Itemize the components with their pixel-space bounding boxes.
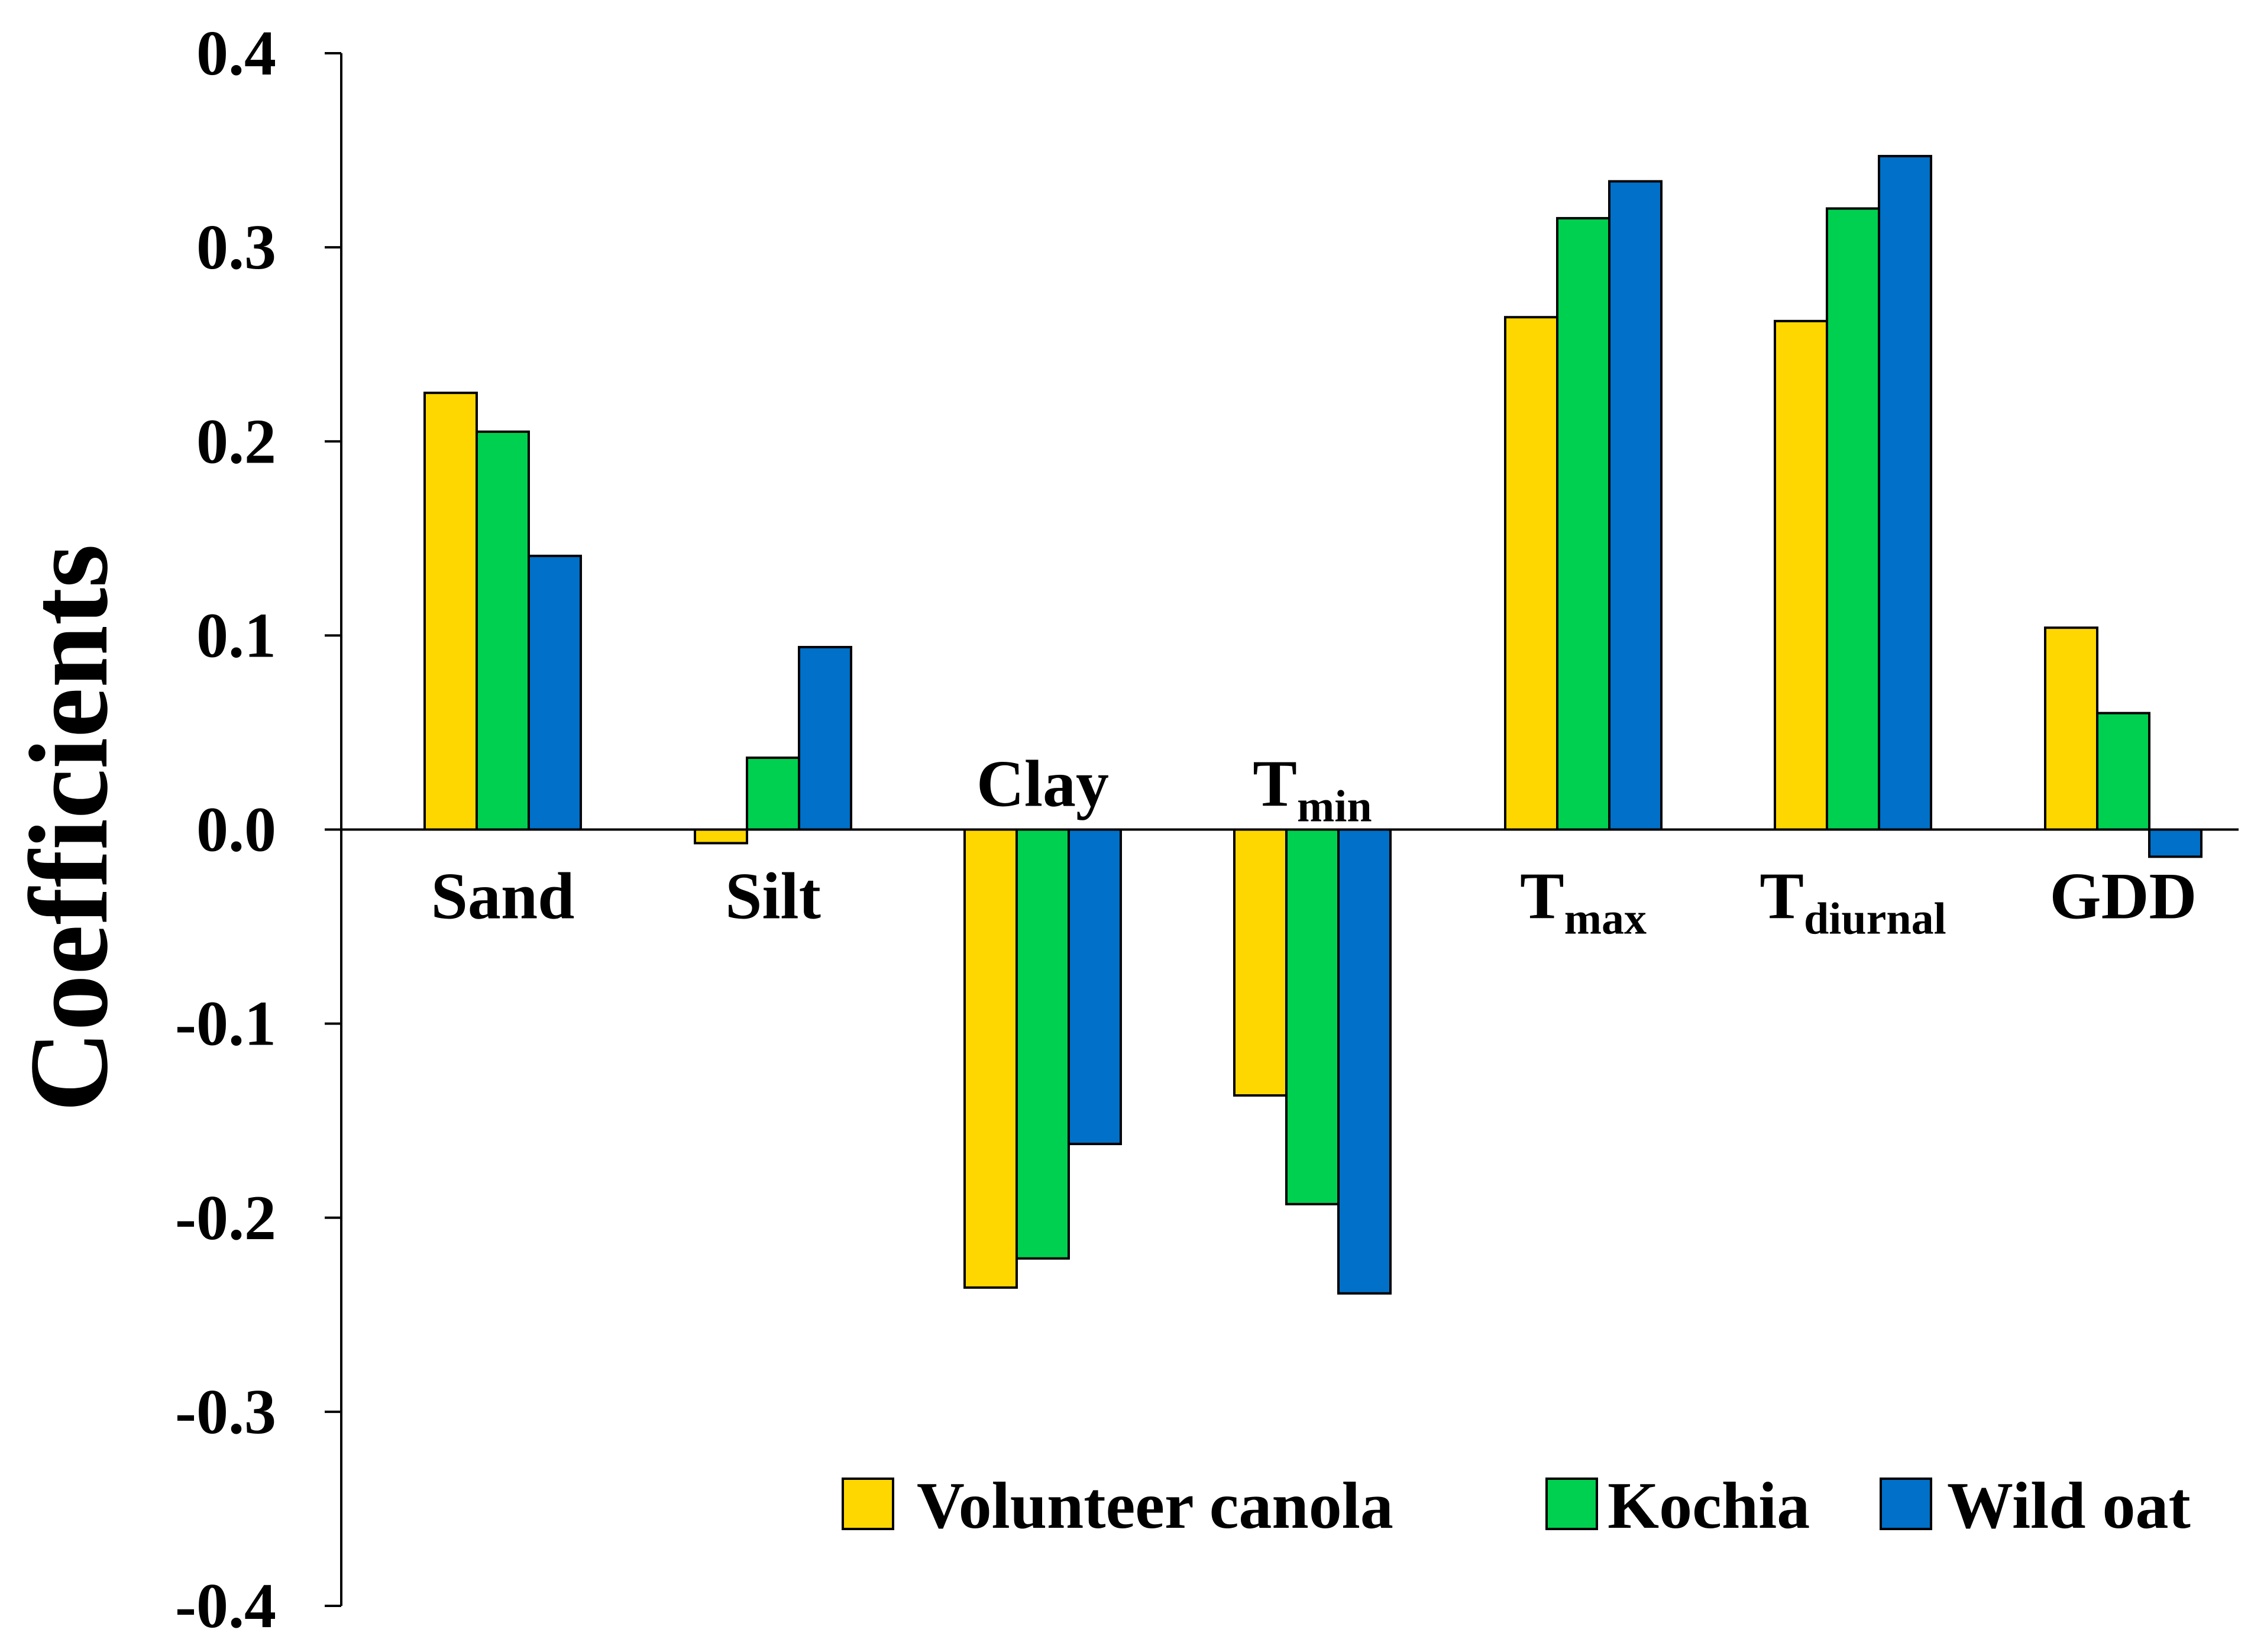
legend-swatch-wild-oat [1880, 1478, 1932, 1530]
bar-volunteer-canola-6 [1774, 319, 1828, 831]
category-label-subscript: diurnal [1804, 894, 1946, 944]
bar-kochia-5 [1556, 216, 1610, 831]
bar-volunteer-canola-5 [1504, 316, 1558, 831]
y-tick-label: -0.1 [175, 989, 276, 1059]
bar-kochia-7 [2096, 712, 2150, 831]
category-label-5: Tmax [1520, 860, 1647, 944]
y-axis-ticks: 0.4 0.3 0.2 0.1 0.0 -0.1 -0.2 -0.3 -0.4 [175, 18, 341, 1641]
y-tick-label: 0.3 [196, 212, 276, 283]
category-label-2: Silt [725, 860, 821, 933]
category-label-7: GDD [2050, 860, 2197, 933]
bar-wild-oat-5 [1608, 180, 1663, 831]
bar-volunteer-canola-3 [963, 828, 1018, 1289]
bars-group [423, 154, 2203, 1295]
bar-volunteer-canola-4 [1233, 828, 1288, 1097]
category-label-6: Tdiurnal [1760, 860, 1946, 944]
y-tick-label: -0.3 [175, 1377, 276, 1447]
category-label-main: GDD [2050, 860, 2197, 933]
category-label-main: T [1253, 748, 1297, 821]
y-tick-label: 0.1 [196, 600, 276, 671]
y-axis-label: Coefficients [7, 544, 131, 1112]
category-label-4: Tmin [1253, 748, 1372, 832]
category-label-subscript: min [1297, 782, 1372, 832]
bar-wild-oat-6 [1878, 154, 1932, 831]
y-tick-label: -0.4 [175, 1571, 276, 1641]
legend-label-wild-oat: Wild oat [1947, 1469, 2191, 1543]
legend-label-kochia: Kochia [1608, 1469, 1810, 1543]
bar-volunteer-canola-7 [2044, 626, 2098, 831]
category-label-main: Clay [976, 748, 1109, 821]
bar-wild-oat-7 [2148, 828, 2203, 858]
y-tick-label: -0.2 [175, 1183, 276, 1253]
bar-kochia-6 [1826, 207, 1880, 831]
y-tick-label: 0.4 [196, 18, 276, 89]
legend-label-volunteer-canola: Volunteer canola [917, 1469, 1393, 1543]
bar-wild-oat-2 [798, 646, 852, 831]
bar-kochia-1 [476, 430, 530, 831]
category-label-main: Silt [725, 860, 821, 933]
bar-kochia-4 [1285, 828, 1340, 1205]
legend: Volunteer canola Kochia Wild oat [842, 1469, 2191, 1543]
y-tick-label: 0.0 [196, 795, 276, 865]
y-tick-label: 0.2 [196, 406, 276, 477]
category-label-main: T [1520, 860, 1564, 933]
category-label-3: Clay [976, 748, 1109, 821]
category-label-main: Sand [431, 860, 575, 933]
bar-kochia-3 [1015, 828, 1070, 1260]
legend-swatch-kochia [1545, 1478, 1598, 1530]
bar-wild-oat-4 [1337, 828, 1392, 1295]
bar-kochia-2 [746, 757, 800, 831]
bar-volunteer-canola-2 [694, 828, 748, 845]
category-label-main: T [1760, 860, 1804, 933]
legend-swatch-volunteer-canola [842, 1478, 894, 1530]
category-label-1: Sand [431, 860, 575, 933]
axes [340, 53, 2239, 1606]
bar-volunteer-canola-1 [423, 392, 478, 831]
bar-wild-oat-1 [528, 554, 582, 831]
category-label-subscript: max [1564, 894, 1647, 944]
bar-wild-oat-3 [1068, 828, 1122, 1146]
